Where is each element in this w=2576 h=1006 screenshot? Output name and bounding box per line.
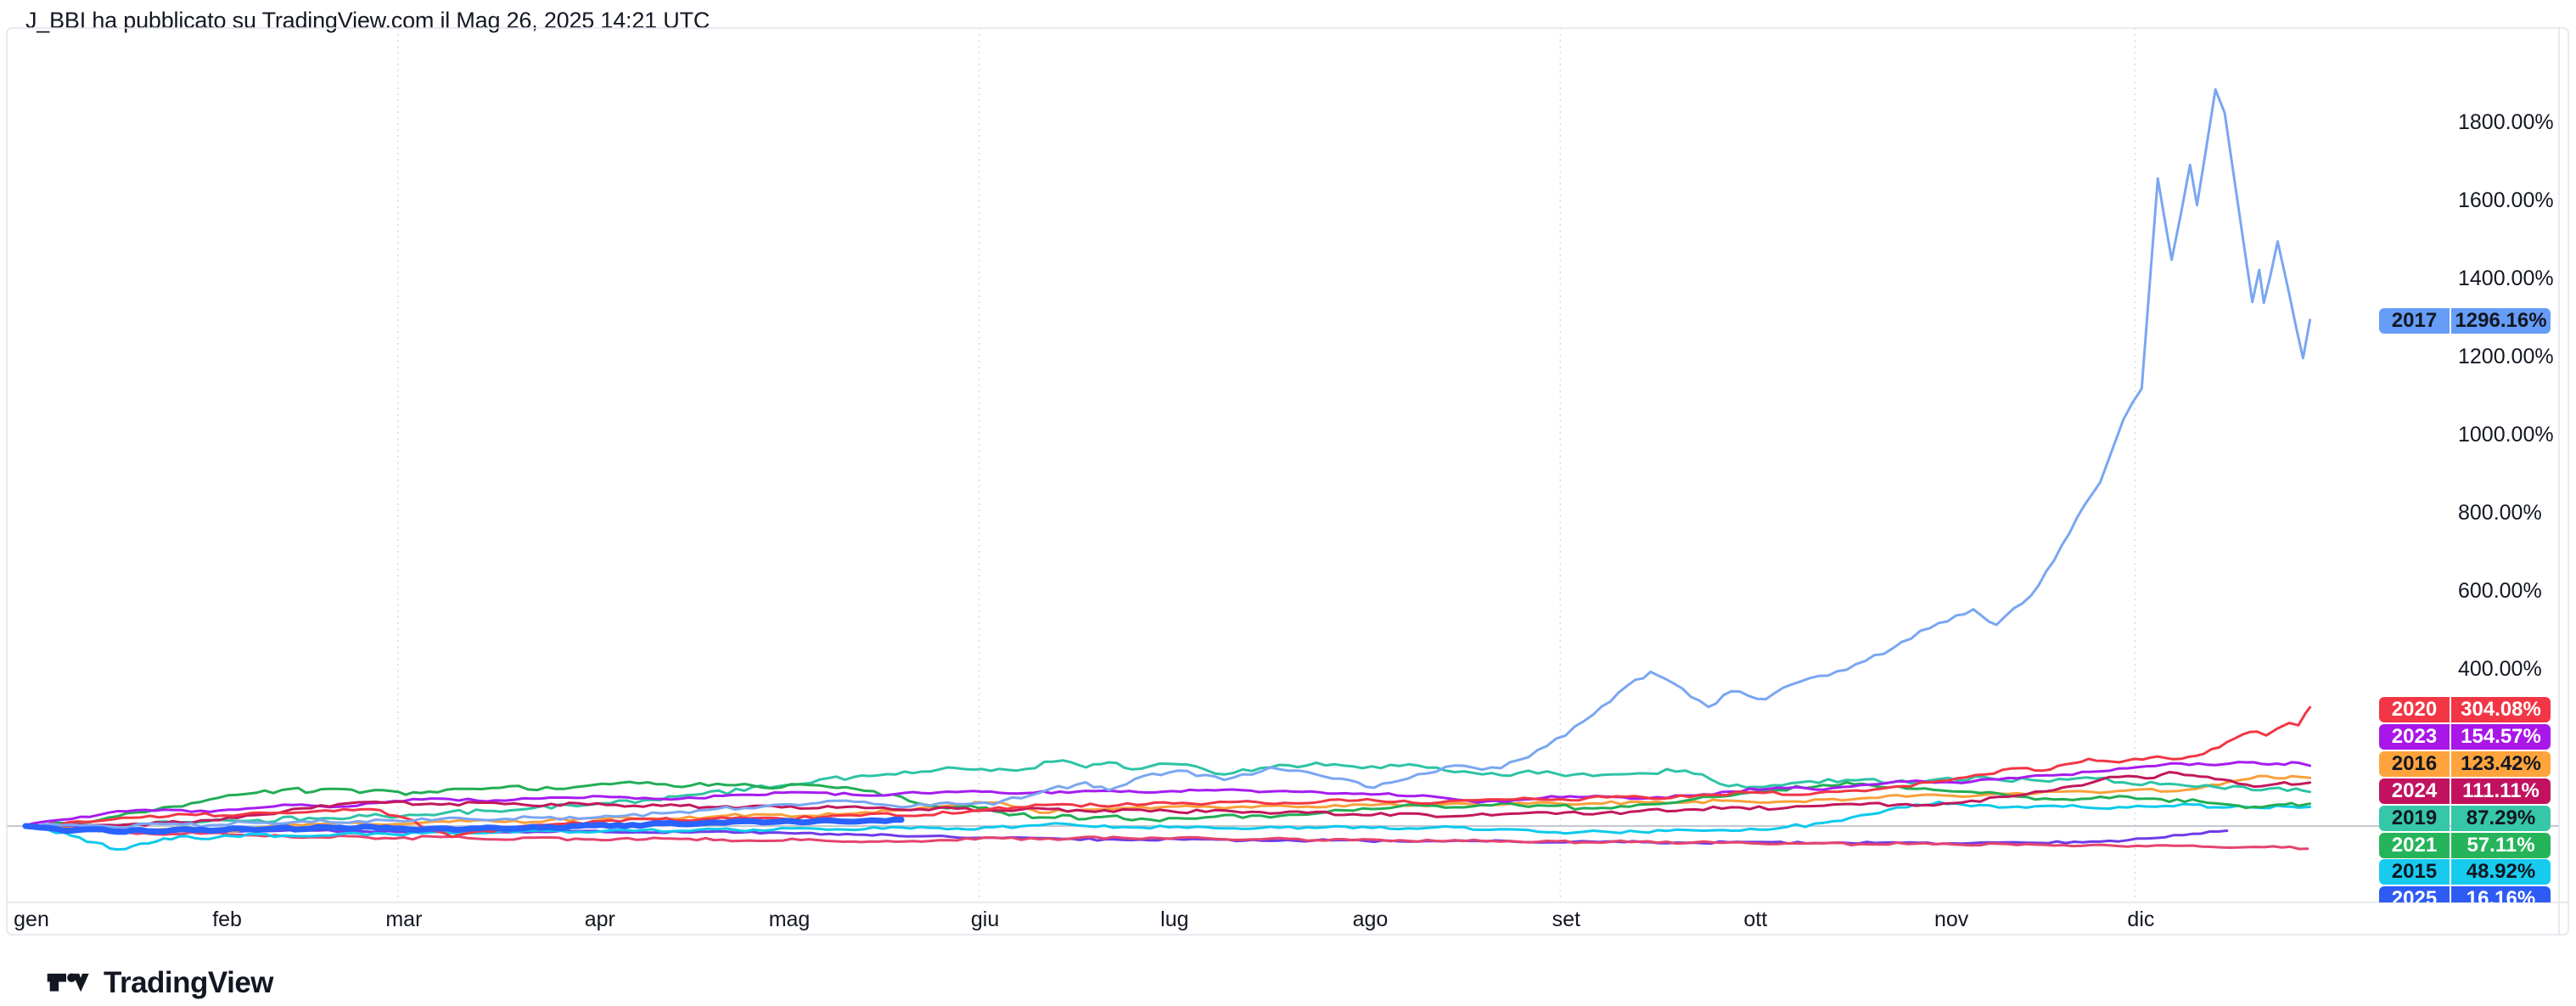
x-axis-label-feb: feb <box>212 908 242 931</box>
x-axis-label-mar: mar <box>385 908 423 931</box>
series-line-2015 <box>24 801 2312 851</box>
x-axis-label-ott: ott <box>1743 908 1768 931</box>
x-axis-label-dic: dic <box>2127 908 2155 931</box>
tradingview-mark-icon <box>47 973 89 992</box>
series-line-2024 <box>24 771 2312 828</box>
x-axis-label-set: set <box>1552 908 1580 931</box>
x-axis-label-apr: apr <box>584 908 615 931</box>
x-axis-label-ago: ago <box>1352 908 1389 931</box>
x-axis-label-gen: gen <box>14 908 49 931</box>
pane-border <box>6 27 2569 936</box>
y-axis-tick-1600: 1600.00% <box>2458 188 2554 212</box>
x-axis-label-lug: lug <box>1160 908 1189 931</box>
publish-attribution-line: J_BBI ha pubblicato su TradingView.com i… <box>25 8 710 33</box>
y-axis-tick-800: 800.00% <box>2458 500 2542 525</box>
series-line-2017 <box>24 87 2312 829</box>
series-line-2016 <box>24 774 2312 833</box>
tradingview-logo[interactable]: TradingView <box>47 964 274 1002</box>
y-axis-tick-1000: 1000.00% <box>2458 422 2554 447</box>
series-line-hidden-label-pink <box>24 824 2309 851</box>
y-axis-tick-400: 400.00% <box>2458 656 2542 681</box>
y-axis-tick-1800: 1800.00% <box>2458 110 2554 134</box>
tradingview-brand-text: TradingView <box>104 966 274 999</box>
x-axis-label-giu: giu <box>970 908 1000 931</box>
series-line-2021 <box>24 780 2312 828</box>
series-line-2025 <box>22 817 905 835</box>
y-axis-tick-600: 600.00% <box>2458 578 2542 603</box>
y-axis-tick-1200: 1200.00% <box>2458 344 2554 368</box>
y-axis-tick-1400: 1400.00% <box>2458 266 2554 290</box>
x-axis-label-mag: mag <box>768 908 811 931</box>
x-axis-label-nov: nov <box>1934 908 1969 931</box>
